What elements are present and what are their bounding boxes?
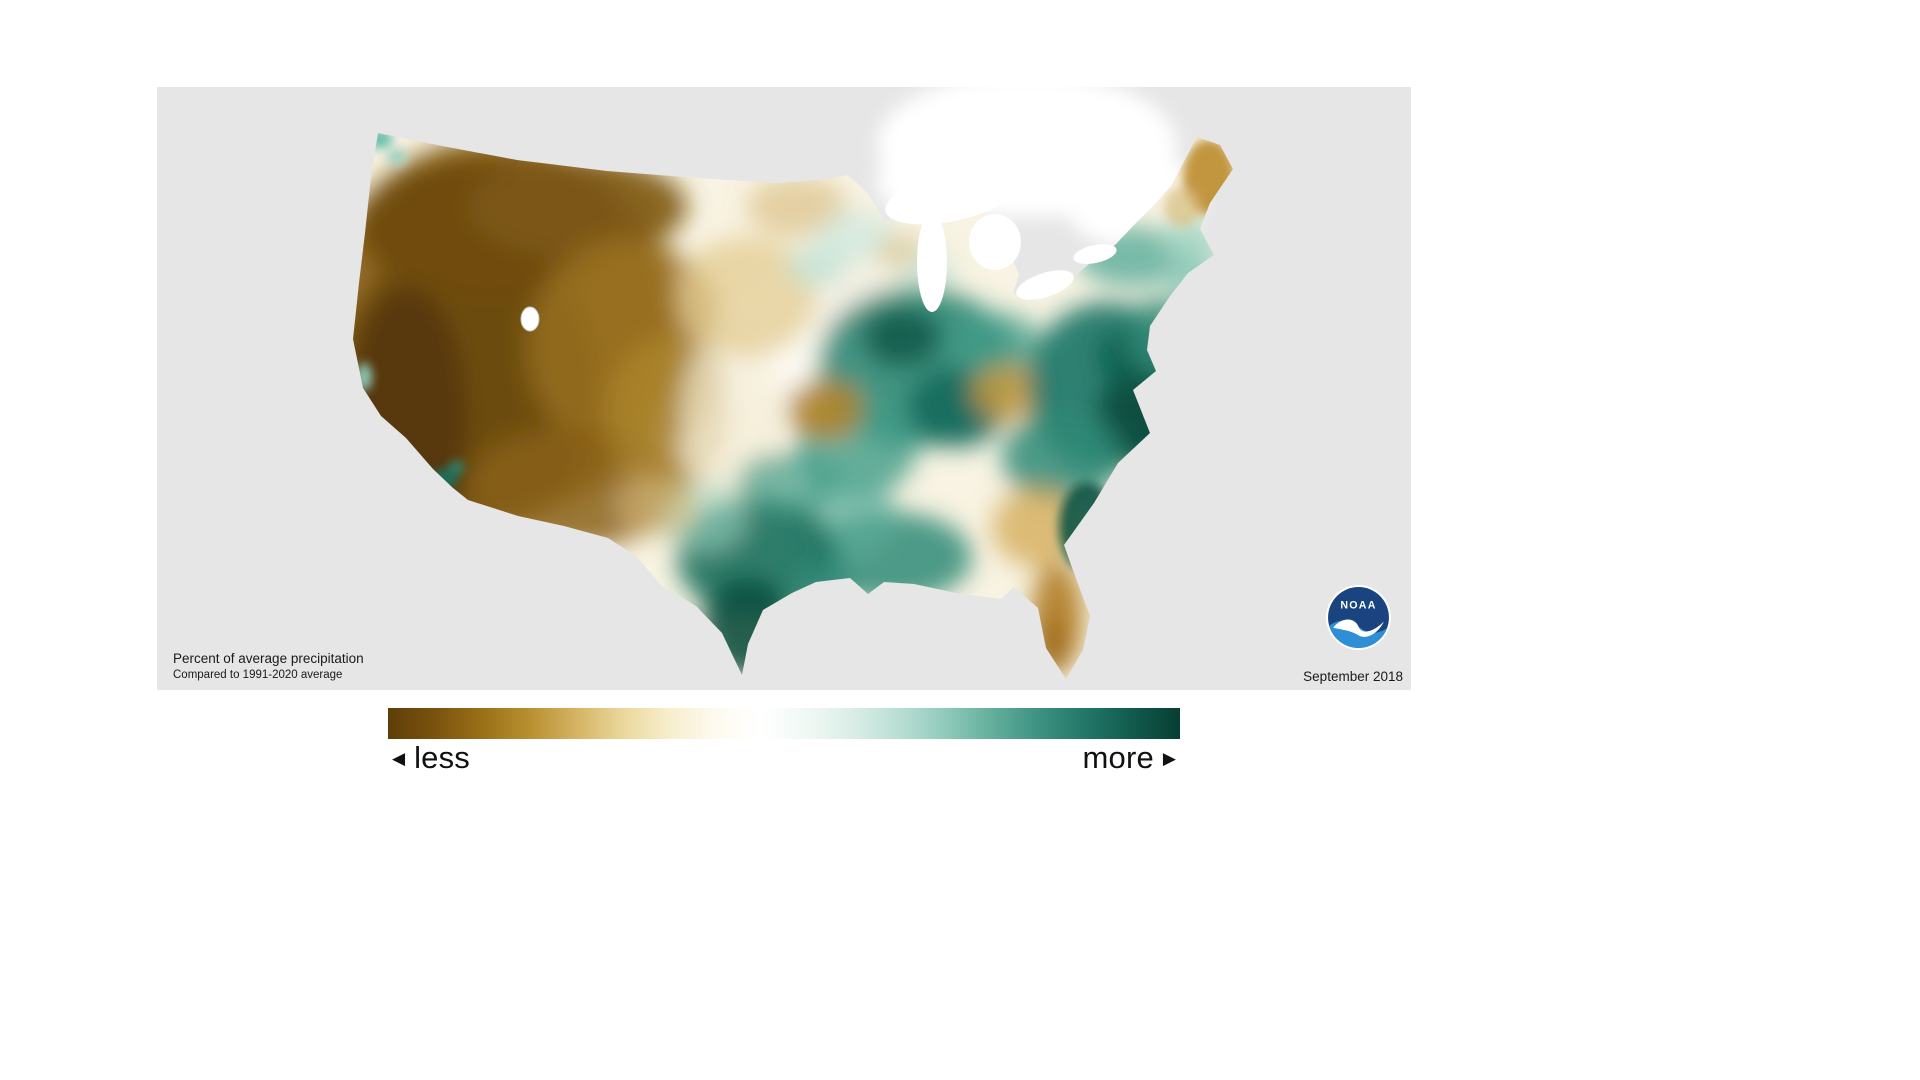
legend-more-label: more	[1082, 740, 1154, 775]
legend-less-label: less	[414, 740, 471, 775]
map-date: September 2018	[1303, 669, 1403, 684]
us-map-svg	[353, 87, 1233, 679]
legend-more-group: more ▶	[1078, 740, 1180, 776]
map-caption: Percent of average precipitation Compare…	[173, 651, 364, 682]
map-subtitle: Compared to 1991-2020 average	[173, 668, 343, 681]
great-lakes	[885, 169, 1117, 312]
map-panel: NOAA Percent of average precipitation Co…	[157, 87, 1411, 690]
more-arrow-icon: ▶	[1162, 749, 1176, 768]
noaa-logo: NOAA	[1326, 585, 1391, 650]
noaa-gull-icon	[1333, 619, 1384, 637]
less-arrow-icon: ◀	[392, 749, 406, 768]
noaa-logo-text: NOAA	[1340, 599, 1376, 611]
precipitation-field	[353, 133, 1233, 677]
great-salt-lake	[520, 306, 540, 332]
legend-gradient	[388, 708, 1180, 739]
map-title: Percent of average precipitation	[173, 650, 364, 666]
legend-labels: ◀ less more ▶	[388, 740, 1180, 776]
legend-less-group: ◀ less	[388, 740, 474, 776]
